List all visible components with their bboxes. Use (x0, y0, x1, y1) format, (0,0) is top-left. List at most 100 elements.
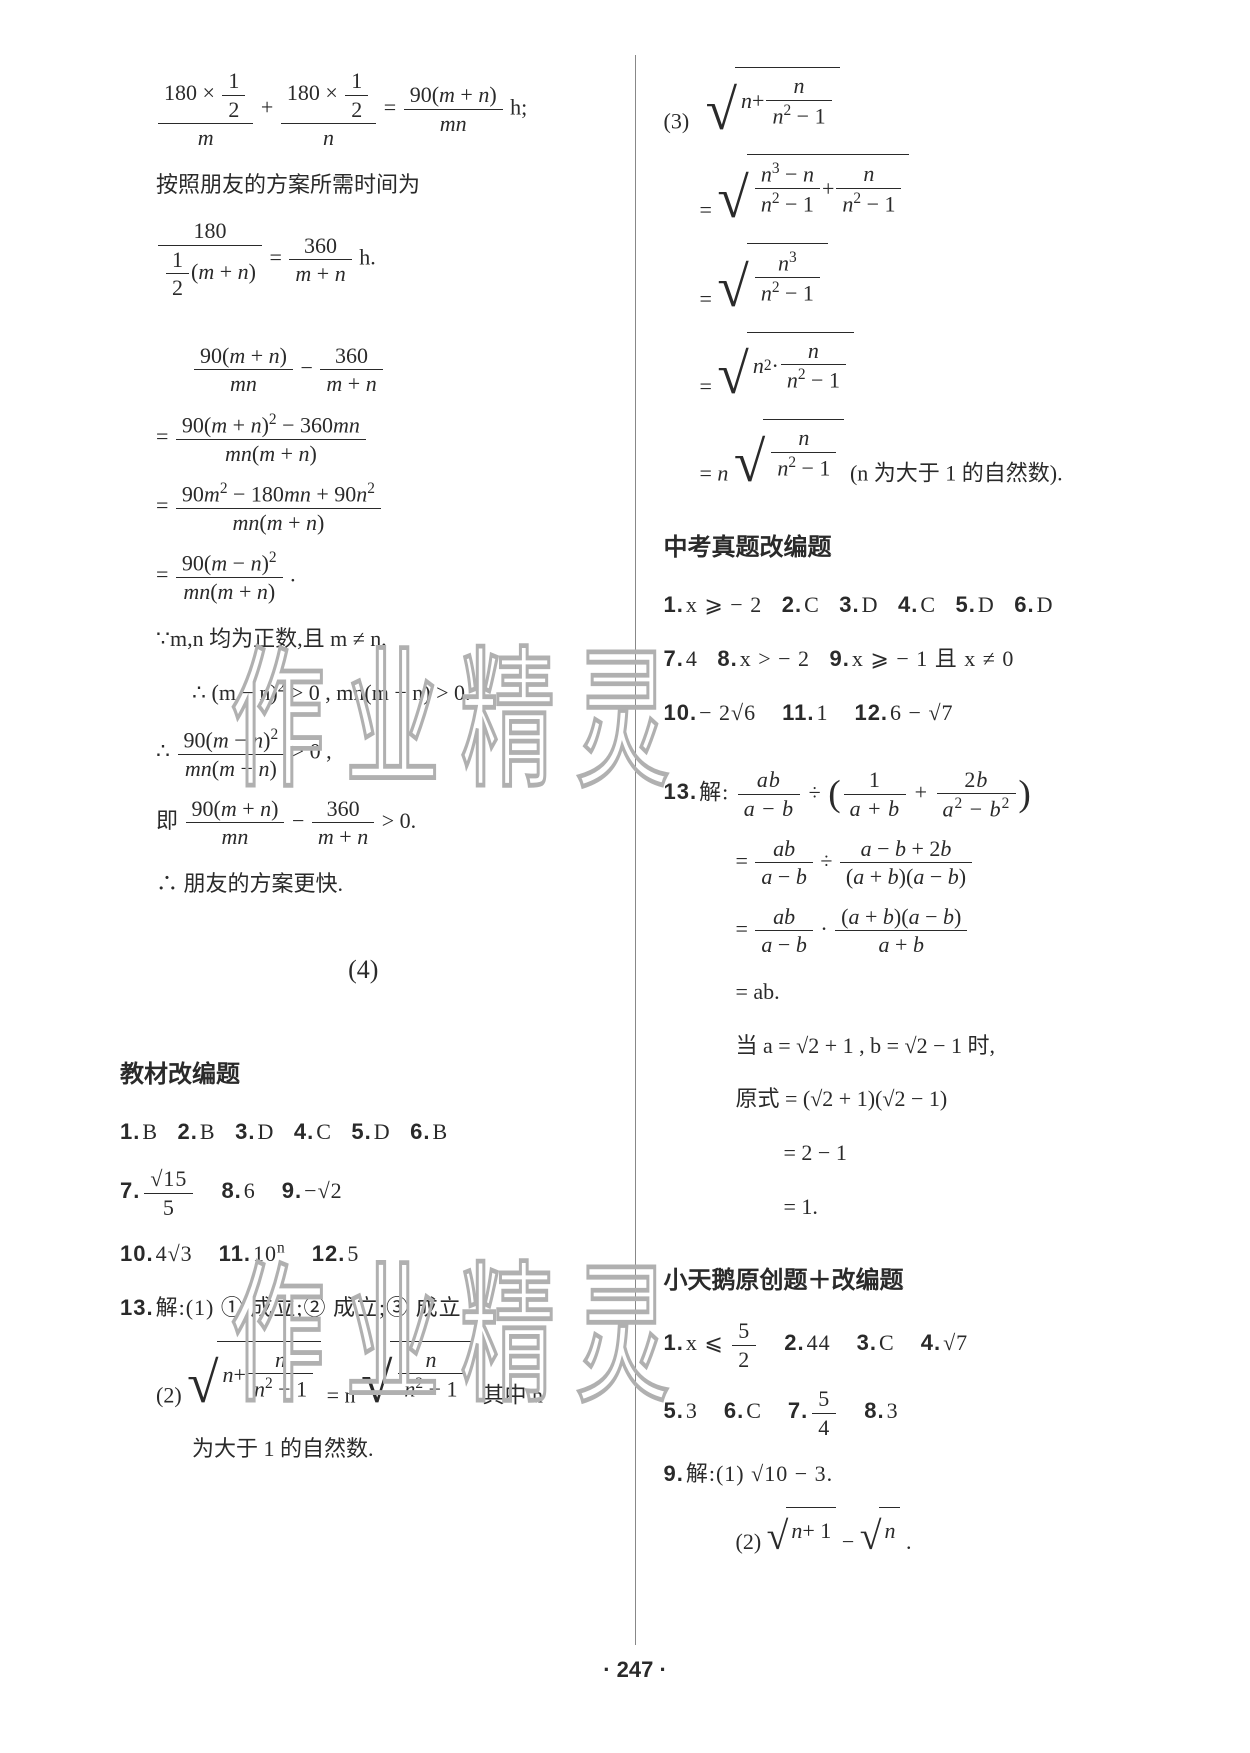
a-2v: B (200, 1119, 216, 1144)
section-swan: 小天鹅原创题＋改编题 (664, 1258, 1151, 1304)
left-answers-row1: 1.B 2.B 3.D 4.C 5.D 6.B (120, 1111, 607, 1153)
q13-2pre: (2) (156, 1382, 187, 1407)
q92mid: − (842, 1529, 860, 1554)
right-eq3-0: (3) √n + nn2 − 1 (664, 67, 1151, 142)
rD3n: 3. (857, 1330, 877, 1355)
page: 作业精灵 作业精灵 180 × 12m + 180 × 12n = 90(m +… (0, 0, 1250, 1753)
rC10v: − 2√6 (699, 700, 756, 725)
right-q13b-fin: = 1. (784, 1186, 1151, 1228)
rE5v: 3 (686, 1398, 698, 1423)
rD1t: x ⩽ (686, 1330, 730, 1355)
rE7n: 7. (788, 1398, 808, 1423)
left-q13-2: (2) √n + nn2 − 1 = n √nn2 − 1 .其中 n (156, 1341, 607, 1416)
rB9n: 9. (830, 646, 850, 671)
q9v: 解:(1) √10 − 3. (686, 1461, 833, 1486)
a-10v: 4√3 (156, 1241, 193, 1266)
right-rowC: 10.− 2√6 11.1 12.6 − √7 (664, 692, 1151, 734)
left-eq6: = 90(m − n)2mn(m + n) . (156, 548, 607, 605)
a-11e: n (277, 1240, 286, 1257)
right-rowA: 1.x ⩾ − 2 2.C 3.D 4.C 5.D 6.D (664, 584, 1151, 626)
rA3n: 3. (839, 592, 859, 617)
a-11n: 11. (219, 1241, 251, 1266)
rA1v: x ⩾ − 2 (686, 592, 762, 617)
left-q13-1: 13.解:(1) ① 成立;② 成立;③ 成立. (120, 1287, 607, 1329)
a-12v: 5 (347, 1241, 359, 1266)
right-rowB: 7.4 8.x > − 2 9.x ⩾ − 1 且 x ≠ 0 (664, 638, 1151, 680)
rB7n: 7. (664, 646, 684, 671)
rA2n: 2. (782, 592, 802, 617)
a-5n: 5. (351, 1119, 371, 1144)
left-eq1: 180 × 12m + 180 × 12n = 90(m + n)mn h; (156, 67, 607, 152)
right-q13b-step: = 2 − 1 (784, 1132, 1151, 1174)
rD4v: √7 (943, 1330, 968, 1355)
a-6v: B (433, 1119, 449, 1144)
a-5v: D (374, 1119, 391, 1144)
right-q13b-0: 13.解: aba − b ÷ (1a + b + 2ba2 − b2) (664, 766, 1151, 823)
a-8v: 6 (244, 1178, 256, 1203)
a-12n: 12. (312, 1241, 346, 1266)
rC11n: 11. (782, 700, 814, 725)
a-8n: 8. (221, 1178, 241, 1203)
a-10n: 10. (120, 1241, 154, 1266)
page-number: · 247 · (110, 1657, 1160, 1683)
q92end: . (906, 1529, 912, 1554)
rC11v: 1 (816, 700, 828, 725)
a-2n: 2. (178, 1119, 198, 1144)
q3tail: (n 为大于 1 的自然数). (850, 461, 1063, 486)
right-eq3-1: = √n3 − nn2 − 1 + nn2 − 1 (700, 154, 1151, 231)
th1-pre: ∴ (m − n) (192, 680, 278, 705)
left-eq2: 18012(m + n) = 360m + n h. (156, 217, 607, 302)
a-9n: 9. (282, 1178, 302, 1203)
rB7v: 4 (686, 646, 698, 671)
section-zhongkao: 中考真题改编题 (664, 525, 1151, 571)
eq2-unit: h. (359, 245, 376, 270)
q13-2mid: = n (327, 1382, 356, 1407)
right-q9: 9.解:(1) √10 − 3. (664, 1453, 1151, 1495)
rB9v: x ⩾ − 1 且 x ≠ 0 (852, 646, 1014, 671)
rD2v: 44 (807, 1330, 831, 1355)
left-q13-2-note: 为大于 1 的自然数. (192, 1428, 607, 1470)
right-q13b-1: = aba − b ÷ a − b + 2b(a + b)(a − b) (736, 835, 1151, 891)
right-q13b-2: = aba − b · (a + b)(a − b)a + b (736, 903, 1151, 959)
rA5n: 5. (956, 592, 976, 617)
columns: 180 × 12m + 180 × 12n = 90(m + n)mn h; 按… (110, 55, 1160, 1645)
a-4n: 4. (294, 1119, 314, 1144)
right-eq3-3: = √n2 · nn2 − 1 (700, 332, 1151, 407)
q3lbl: (3) (664, 109, 690, 134)
rA4v: C (920, 592, 936, 617)
rB8v: x > − 2 (740, 646, 810, 671)
q13-2tail: .其中 n (477, 1382, 543, 1407)
a-6n: 6. (410, 1119, 430, 1144)
left-therefore1: ∴ (m − n)2 > 0 , mn(m + n) > 0. (192, 672, 607, 714)
a-9v: −√2 (304, 1178, 342, 1203)
rD4n: 4. (921, 1330, 941, 1355)
right-eq3-4: = n √nn2 − 1 (n 为大于 1 的自然数). (700, 419, 1151, 494)
right-q13b-when: 当 a = √2 + 1 , b = √2 − 1 时, (736, 1025, 1151, 1067)
q13bn: 13. (664, 779, 698, 804)
left-eq5: = 90m2 − 180mn + 90n2mn(m + n) (156, 479, 607, 536)
rA6v: D (1037, 592, 1054, 617)
right-q13b-orig: 原式 = (√2 + 1)(√2 − 1) (736, 1078, 1151, 1120)
left-conclusion: ∴ 朋友的方案更快. (156, 863, 607, 905)
rA6n: 6. (1014, 592, 1034, 617)
left-column: 180 × 12m + 180 × 12n = 90(m + n)mn h; 按… (110, 55, 636, 1645)
a-7n: 7. (120, 1178, 140, 1203)
q13n: 13. (120, 1295, 154, 1320)
rA5v: D (978, 592, 995, 617)
chapter-marker: (4) (120, 945, 607, 994)
left-text-plan: 按照朋友的方案所需时间为 (156, 164, 607, 206)
a-3v: D (257, 1119, 274, 1144)
left-eq3: 90(m + n)mn − 360m + n (192, 342, 607, 398)
th1-suf: > 0 , mn(m + n) > 0. (285, 680, 470, 705)
rE8n: 8. (864, 1398, 884, 1423)
a-4v: C (316, 1119, 332, 1144)
rA2v: C (804, 592, 820, 617)
right-rowE: 5.3 6.C 7.54 8.3 (664, 1385, 1151, 1441)
rD2n: 2. (784, 1330, 804, 1355)
rC10n: 10. (664, 700, 698, 725)
section-textbook: 教材改编题 (120, 1052, 607, 1098)
a-11b: 10 (253, 1241, 277, 1266)
rE8v: 3 (887, 1398, 899, 1423)
left-eq4: = 90(m + n)2 − 360mnmn(m + n) (156, 410, 607, 467)
q13bpre: 解: (699, 779, 729, 804)
